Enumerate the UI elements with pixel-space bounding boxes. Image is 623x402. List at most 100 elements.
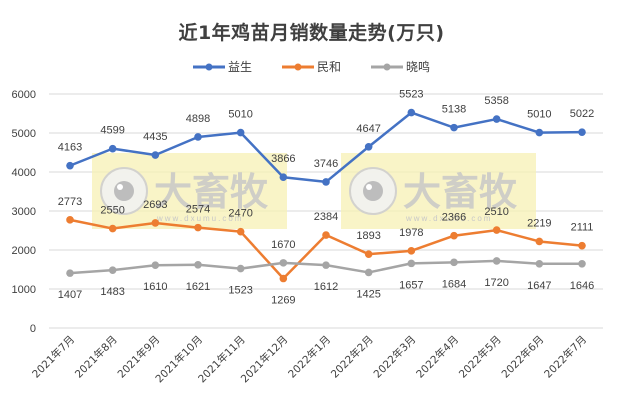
data-label: 1610 (143, 281, 167, 293)
data-label: 4163 (58, 142, 82, 154)
data-point-marker[interactable] (407, 247, 416, 255)
data-label: 5358 (484, 95, 508, 107)
data-point-marker[interactable] (151, 219, 160, 227)
data-point-marker[interactable] (364, 142, 373, 151)
y-tick-label: 6000 (12, 89, 36, 101)
data-point-marker[interactable] (364, 268, 373, 277)
data-label: 2219 (527, 217, 551, 229)
data-point-marker[interactable] (492, 226, 501, 234)
data-point-marker[interactable] (236, 128, 245, 137)
data-point-marker[interactable] (535, 259, 544, 268)
y-tick-label: 1000 (12, 284, 36, 296)
data-point-marker[interactable] (450, 123, 458, 132)
data-point-marker[interactable] (322, 261, 330, 269)
data-label: 1893 (356, 230, 380, 242)
data-point-marker[interactable] (450, 258, 458, 267)
data-label: 2574 (186, 204, 210, 216)
legend-item-minhe[interactable]: 民和 (281, 58, 341, 75)
data-point-marker[interactable] (108, 266, 117, 274)
data-label: 4898 (186, 113, 210, 125)
data-label: 1657 (399, 279, 423, 291)
data-label: 5138 (442, 104, 466, 116)
data-label: 4647 (356, 123, 380, 135)
data-point-marker[interactable] (364, 250, 373, 258)
data-point-marker[interactable] (194, 260, 202, 269)
data-point-marker[interactable] (108, 144, 117, 153)
data-label: 1646 (570, 280, 594, 292)
x-tick-label: 2022年4月 (413, 333, 461, 381)
x-tick-label: 2022年3月 (371, 333, 419, 381)
watermark-text: 大畜牧 (154, 170, 269, 214)
data-point-marker[interactable] (108, 224, 117, 233)
data-label: 1523 (228, 285, 252, 297)
data-label: 5010 (527, 109, 551, 121)
data-point-marker[interactable] (194, 223, 202, 232)
data-label: 2470 (228, 208, 252, 220)
y-tick-label: 0 (30, 323, 36, 335)
data-label: 2111 (571, 222, 594, 234)
legend-line-marker-icon (281, 63, 314, 70)
data-point-marker[interactable] (194, 133, 202, 141)
data-label: 2693 (143, 199, 167, 211)
legend-label: 民和 (316, 60, 341, 74)
data-label: 1670 (271, 239, 295, 251)
data-point-marker[interactable] (151, 151, 160, 159)
data-label: 1483 (100, 286, 124, 298)
data-point-marker[interactable] (578, 128, 586, 136)
x-tick-label: 2021年9月 (115, 333, 163, 381)
x-tick-label: 2021年8月 (72, 333, 120, 381)
data-point-marker[interactable] (535, 128, 544, 137)
data-point-marker[interactable] (66, 269, 74, 277)
x-axis: 2021年7月2021年8月2021年9月2021年10月2021年11月202… (29, 333, 589, 385)
data-point-marker[interactable] (535, 237, 544, 246)
data-label: 1720 (484, 277, 508, 289)
data-point-marker[interactable] (322, 231, 330, 239)
data-point-marker[interactable] (236, 264, 245, 273)
x-tick-label: 2021年7月 (29, 333, 77, 381)
data-point-marker[interactable] (578, 241, 586, 250)
watermark-url: www.dxumu.com (405, 214, 492, 223)
data-point-marker[interactable] (236, 227, 245, 236)
data-point-marker[interactable] (407, 259, 416, 268)
data-point-marker[interactable] (279, 259, 288, 267)
x-tick-label: 2022年2月 (328, 333, 376, 381)
data-label: 2510 (484, 206, 508, 218)
data-point-marker[interactable] (322, 178, 330, 186)
data-label: 1647 (527, 280, 551, 292)
x-tick-label: 2022年7月 (541, 333, 589, 381)
data-label: 1684 (442, 278, 466, 290)
data-label: 5523 (399, 89, 423, 101)
data-point-marker[interactable] (450, 231, 458, 240)
legend-item-xiaoming[interactable]: 晓鸣 (371, 58, 430, 75)
data-point-marker[interactable] (66, 161, 74, 170)
data-label: 4599 (100, 125, 124, 137)
data-point-marker[interactable] (66, 216, 74, 224)
watermark-url: www.dxumu.com (156, 214, 243, 223)
data-point-marker[interactable] (407, 108, 416, 117)
y-tick-label: 3000 (12, 206, 36, 218)
chart-title: 近1年鸡苗月销数量走势(万只) (178, 22, 445, 44)
data-label: 3866 (271, 153, 295, 165)
data-point-marker[interactable] (578, 260, 586, 268)
data-label: 1425 (356, 288, 380, 300)
data-point-marker[interactable] (279, 173, 288, 182)
x-tick-label: 2022年6月 (499, 333, 547, 381)
data-label: 2366 (442, 212, 466, 224)
data-point-marker[interactable] (279, 274, 288, 283)
data-point-marker[interactable] (492, 257, 501, 265)
data-labels: 4163 4599 4435 4898 5010 3866 3746 4647 5523 5138… (58, 89, 594, 307)
legend-item-yisheng[interactable]: 益生 (192, 58, 252, 75)
y-tick-label: 2000 (12, 245, 36, 257)
legend-label: 晓鸣 (406, 60, 431, 74)
data-point-marker[interactable] (492, 115, 501, 123)
y-tick-label: 5000 (12, 128, 36, 140)
y-tick-label: 4000 (12, 167, 36, 179)
data-point-marker[interactable] (151, 261, 160, 270)
data-label: 1407 (58, 289, 82, 301)
data-label: 5022 (570, 108, 594, 120)
watermark-text: 大畜牧 (403, 170, 518, 214)
gridlines (49, 93, 603, 329)
